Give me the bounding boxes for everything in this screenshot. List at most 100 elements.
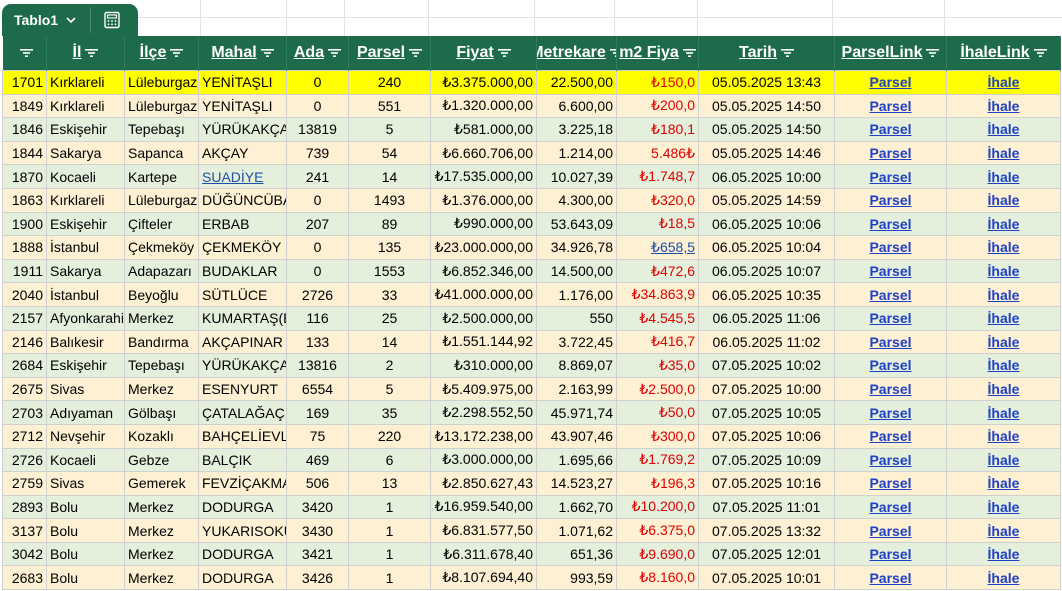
column-header[interactable]: Ada xyxy=(286,36,349,71)
auction-link[interactable]: İhale xyxy=(946,305,1061,331)
filter-icon[interactable] xyxy=(1030,48,1047,58)
auction-link[interactable]: İhale xyxy=(946,376,1061,402)
parcel-link[interactable]: Parsel xyxy=(834,140,947,166)
filter-icon[interactable] xyxy=(166,48,184,58)
parcel-link[interactable]: Parsel xyxy=(834,565,947,591)
neighborhood-cell: DÜĞÜNCÜBAŞI xyxy=(198,187,287,213)
auction-link[interactable]: İhale xyxy=(946,211,1061,237)
table-row[interactable]: 2684EskişehirTepebaşıYÜRÜKAKÇAY138162₺31… xyxy=(2,353,1061,378)
column-header[interactable]: Parsel xyxy=(348,36,431,71)
table-row[interactable]: 2893 Bolu Merkez DODURGA 3420 1 ₺16.959.540,00… xyxy=(2,494,1061,520)
auction-link[interactable]: İhale xyxy=(946,93,1061,119)
parcel-link[interactable]: Parsel xyxy=(834,305,947,331)
parcel-link[interactable]: Parsel xyxy=(834,423,947,449)
filter-icon[interactable] xyxy=(257,48,274,58)
column-header[interactable] xyxy=(2,36,47,71)
filter-icon[interactable] xyxy=(16,48,33,58)
auction-link[interactable]: İhale xyxy=(946,187,1061,213)
auction-link[interactable]: İhale xyxy=(946,140,1061,166)
neighborhood-cell: YENİTAŞLI xyxy=(198,93,287,119)
parcel-link[interactable]: Parsel xyxy=(834,258,947,284)
parcel-link[interactable]: Parsel xyxy=(834,211,947,237)
district-cell: Lüleburgaz xyxy=(124,70,199,95)
table-row[interactable]: 1888 İstanbul Çekmeköy ÇEKMEKÖY 0 135 ₺23.000.… xyxy=(2,235,1061,260)
parcel-link[interactable]: Parsel xyxy=(834,471,947,496)
auction-link[interactable]: İhale xyxy=(946,353,1061,378)
parcel-link[interactable]: Parsel xyxy=(834,400,947,425)
neighborhood-cell: ERBAB xyxy=(198,211,287,237)
parcel-link[interactable]: Parsel xyxy=(834,494,947,520)
table-row[interactable]: 2712NevşehirKozaklıBAHÇELİEVLER75220₺13.… xyxy=(2,423,1061,449)
auction-link[interactable]: İhale xyxy=(946,447,1061,473)
auction-link[interactable]: İhale xyxy=(946,518,1061,543)
parcel-link[interactable]: Parsel xyxy=(834,447,947,473)
unit-price-cell: ₺9.690,0 xyxy=(616,541,699,567)
table-row[interactable]: 3042 Bolu Merkez DODURGA 3421 1 ₺6.311.678,40 6… xyxy=(2,541,1061,567)
filter-icon[interactable] xyxy=(405,48,423,58)
auction-link[interactable]: İhale xyxy=(946,494,1061,520)
parcel-link[interactable]: Parsel xyxy=(834,329,947,355)
parcel-link[interactable]: Parsel xyxy=(834,282,947,307)
filter-icon[interactable] xyxy=(679,48,696,58)
table-row[interactable]: 1870 Kocaeli Kartepe SUADİYE 241 14 ₺17.535.00… xyxy=(2,164,1061,189)
table-row[interactable]: 2675 Sivas Merkez ESENYURT 6554 5 ₺5.409.975,0… xyxy=(2,376,1061,402)
table-row[interactable]: 2703 Adıyaman Gölbaşı ÇATALAĞAÇ 169 35 ₺2.298.… xyxy=(2,400,1061,425)
column-header[interactable]: İhaleLink xyxy=(946,36,1061,71)
parcel-link[interactable]: Parsel xyxy=(834,235,947,260)
parcel-link[interactable]: Parsel xyxy=(834,376,947,402)
auction-link[interactable]: İhale xyxy=(946,423,1061,449)
table-row[interactable]: 1849 Kırklareli Lüleburgaz YENİTAŞLI 0 551 ₺1.… xyxy=(2,93,1061,119)
table-row[interactable]: 2146 Balıkesir Bandırma AKÇAPINAR 133 14 ₺1.55… xyxy=(2,329,1061,355)
auction-link[interactable]: İhale xyxy=(946,565,1061,591)
column-header[interactable]: İl xyxy=(46,36,125,71)
column-header[interactable]: ParselLink xyxy=(834,36,947,71)
parcel-link[interactable]: Parsel xyxy=(834,164,947,189)
table-row[interactable]: 1900 Eskişehir Çifteler ERBAB 207 89 ₺990.000,… xyxy=(2,211,1061,237)
parcel-link[interactable]: Parsel xyxy=(834,541,947,567)
table-row[interactable]: 2040 İstanbul Beyoğlu SÜTLÜCE 2726 33 ₺41.000.… xyxy=(2,282,1061,307)
table-row[interactable]: 3137 Bolu Merkez YUKARISOKU 3430 1 ₺6.831.577,… xyxy=(2,518,1061,543)
filter-icon[interactable] xyxy=(324,48,342,58)
parcel-link[interactable]: Parsel xyxy=(834,353,947,378)
auction-link[interactable]: İhale xyxy=(946,235,1061,260)
table-row[interactable]: 1846EskişehirTepebaşıYÜRÜKAKÇAY138195₺58… xyxy=(2,117,1061,142)
column-header[interactable]: Tarih xyxy=(698,36,835,71)
calculator-icon[interactable] xyxy=(103,11,121,29)
auction-link[interactable]: İhale xyxy=(946,329,1061,355)
parcel-link[interactable]: Parsel xyxy=(834,187,947,213)
auction-link[interactable]: İhale xyxy=(946,117,1061,142)
table-row[interactable]: 2759SivasGemerekFEVZİÇAKMAK50613₺2.850.6… xyxy=(2,471,1061,496)
column-header[interactable]: Metrekare xyxy=(536,36,617,71)
table-row[interactable]: 2726 Kocaeli Gebze BALÇIK 469 6 ₺3.000.000,00 1… xyxy=(2,447,1061,473)
auction-link[interactable]: İhale xyxy=(946,258,1061,284)
auction-link[interactable]: İhale xyxy=(946,282,1061,307)
auction-link[interactable]: İhale xyxy=(946,471,1061,496)
parcel-link[interactable]: Parsel xyxy=(834,518,947,543)
table-row[interactable]: 2157AfyonkarahisarMerkezKUMARTAŞ(E11625₺… xyxy=(2,305,1061,331)
parcel-link[interactable]: Parsel xyxy=(834,70,947,95)
row-id-cell: 3042 xyxy=(2,541,47,567)
filter-icon[interactable] xyxy=(81,48,99,58)
table-row[interactable]: 1844 Sakarya Sapanca AKÇAY 739 54 ₺6.660.706,0… xyxy=(2,140,1061,166)
parcel-link[interactable]: Parsel xyxy=(834,117,947,142)
price-cell: ₺310.000,00 xyxy=(430,353,537,378)
column-header[interactable]: Mahal xyxy=(198,36,287,71)
auction-link[interactable]: İhale xyxy=(946,164,1061,189)
auction-link[interactable]: İhale xyxy=(946,541,1061,567)
filter-icon[interactable] xyxy=(494,48,511,58)
table-row[interactable]: 2683 Bolu Merkez DODURGA 3426 1 ₺8.107.694,40 9… xyxy=(2,565,1061,591)
auction-link[interactable]: İhale xyxy=(946,70,1061,95)
column-header[interactable]: Fiyat xyxy=(430,36,537,71)
table-row[interactable]: 1863KırklareliLüleburgazDÜĞÜNCÜBAŞI01493… xyxy=(2,187,1061,213)
column-header[interactable]: m2 Fiya xyxy=(616,36,699,71)
column-header[interactable]: İlçe xyxy=(124,36,199,71)
filter-icon[interactable] xyxy=(922,48,940,58)
auction-link[interactable]: İhale xyxy=(946,400,1061,425)
table-row[interactable]: 1701 Kırklareli Lüleburgaz YENİTAŞLI 0 240 ₺3.… xyxy=(2,70,1061,95)
table-name-tab[interactable]: Tablo1 xyxy=(2,4,138,36)
chevron-down-icon[interactable] xyxy=(66,15,76,25)
filter-icon[interactable] xyxy=(606,48,616,58)
table-row[interactable]: 1911 Sakarya Adapazarı BUDAKLAR 0 1553 ₺6.852.… xyxy=(2,258,1061,284)
parcel-link[interactable]: Parsel xyxy=(834,93,947,119)
filter-icon[interactable] xyxy=(777,48,794,58)
